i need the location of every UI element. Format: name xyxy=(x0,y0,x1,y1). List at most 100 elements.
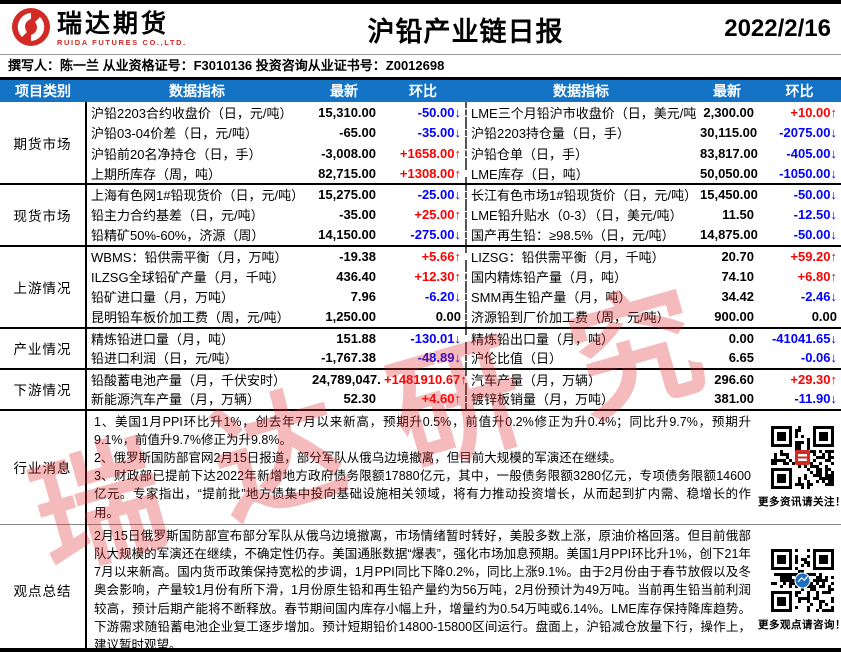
table-row: 昆明铅车板价加工费（周，元/吨） 1,250.00 0.00 济源铅到厂价加工费（周，… xyxy=(0,307,841,329)
summary-qr-caption: 更多观点请咨询！ xyxy=(758,618,841,631)
latest-value: -3,008.00 xyxy=(321,145,376,161)
category-cell: 现货市场 xyxy=(0,184,87,247)
change-value: +1658.00↑ xyxy=(399,145,461,161)
latest-value: 83,817.00 xyxy=(700,145,758,161)
category-cell: 下游情况 xyxy=(0,368,87,411)
ruida-logo-icon xyxy=(10,6,52,53)
table-row: 铅精矿50%-60%，济源（周） 14,150.00 -275.00↓ 国产再生铅：≥… xyxy=(0,225,841,247)
category-cell: 观点总结 xyxy=(0,524,87,652)
news-item: 1、美国1月PPI环比升1%，创去年7月以来新高，预期升0.5%，前值升0.2%… xyxy=(94,414,751,447)
change-value: +5.66↑ xyxy=(421,248,461,264)
change-value: +29.30↑ xyxy=(790,371,837,387)
indicator-label: 铅精矿50%-60%，济源（周） xyxy=(86,225,308,247)
latest-value: 15,450.00 xyxy=(700,187,758,203)
change-value: -12.50↓ xyxy=(793,207,837,223)
change-value: +4.60↑ xyxy=(380,389,466,411)
latest-value: 14,150.00 xyxy=(308,225,380,247)
industry-news-row: 行业消息 1、美国1月PPI环比升1%，创去年7月以来新高，预期升0.5%，前值… xyxy=(0,409,841,525)
latest-value: 381.00 xyxy=(696,389,758,411)
indicator-label: 济源铅到厂价加工费（周，元/吨） xyxy=(465,307,696,329)
indicator-label: LME三个月铅沪市收盘价（日，美元/吨） xyxy=(465,102,696,123)
indicator-label: SMM再生铅产量（月，吨） xyxy=(465,286,696,307)
latest-value: 6.65 xyxy=(696,348,758,370)
latest-value: -1,767.38 xyxy=(308,348,380,370)
latest-value: 14,875.00 xyxy=(696,225,758,247)
table-row: 沪铅03-04价差（日，元/吨） -65.00 -35.00↓ 沪铅2203持仓量（日… xyxy=(0,122,841,143)
indicator-label: 精炼铅进口量（月，吨） xyxy=(91,331,235,347)
viewpoint-summary-row: 观点总结 2月15日俄罗斯国防部宣布部分军队从俄乌边境撤离，市场情绪暂时转好，美… xyxy=(0,524,841,652)
latest-value: 1,250.00 xyxy=(308,307,380,329)
latest-value: 900.00 xyxy=(696,307,758,329)
logo-company-name: 瑞达期货 xyxy=(57,9,170,38)
change-value: -41041.65↓ xyxy=(771,330,837,346)
news-item: 3、财政部已提前下达2022年新增地方政府债务限额17880亿元，其中，一般债务… xyxy=(94,469,751,520)
col-header-change-2: 环比 xyxy=(758,80,841,102)
change-value: -11.90↓ xyxy=(758,389,841,411)
qr-code-news xyxy=(770,425,834,492)
change-value: -2075.00↓ xyxy=(779,125,837,141)
page-title: 沪铅产业链日报 xyxy=(367,16,564,47)
indicator-label: 国内精炼铅产量（月，吨） xyxy=(465,266,696,287)
latest-value: -19.38 xyxy=(339,248,376,264)
indicator-label: 铅酸蓄电池产量（月，千伏安时） xyxy=(91,372,287,388)
col-header-indicator-1: 数据指标 xyxy=(86,80,308,102)
indicator-label: LIZSG：铅供需平衡（月，千吨） xyxy=(465,245,696,266)
indicator-label: ILZSG全球铅矿产量（月，千吨） xyxy=(91,269,285,285)
indicator-label: LME库存（日，吨） xyxy=(465,163,696,185)
change-value: -35.00↓ xyxy=(417,125,461,141)
company-logo: 瑞达期货 RUIDA FUTURES CO.,LTD. xyxy=(10,6,245,53)
indicator-label: 汽车产量（月，万辆） xyxy=(465,368,696,389)
latest-value: 436.40 xyxy=(336,268,376,284)
indicator-label: 精炼铅出口量（月，吨） xyxy=(465,327,696,348)
change-value: +25.00↑ xyxy=(414,207,461,223)
indicator-label: 沪伦比值（日） xyxy=(465,348,696,370)
table-row: ILZSG全球铅矿产量（月，千吨） 436.40 +12.30↑ 国内精炼铅产量（月，… xyxy=(0,266,841,287)
latest-value: 296.60 xyxy=(714,371,754,387)
latest-value: 15,275.00 xyxy=(318,187,376,203)
latest-value: 0.00 xyxy=(728,330,754,346)
indicator-label: 铅矿进口量（月，万吨） xyxy=(91,290,235,306)
latest-value: 151.88 xyxy=(336,330,376,346)
indicator-label: 国产再生铅：≥98.5%（日，元/吨） xyxy=(465,225,696,247)
latest-value: 20.70 xyxy=(721,248,754,264)
indicator-label: 镀锌板销量（月，万吨） xyxy=(465,389,696,411)
indicator-label: 铅主力合约基差（日，元/吨） xyxy=(91,208,264,224)
indicator-label: 沪铅2203持仓量（日，手） xyxy=(465,122,696,143)
indicator-label: 沪铅前20名净持仓（日，手） xyxy=(91,146,262,162)
latest-value: 30,115.00 xyxy=(700,125,758,141)
table-row: 上期所库存（周，吨） 82,715.00 +1308.00↑ LME库存（日，吨） 50… xyxy=(0,163,841,185)
change-value: +12.30↑ xyxy=(414,268,461,284)
change-value: +10.00↑ xyxy=(790,104,837,120)
news-qr-area: 更多资讯请关注！ xyxy=(758,409,841,525)
indicator-label: 铅进口利润（日，元/吨） xyxy=(86,348,308,370)
report-date: 2022/2/16 xyxy=(724,15,831,42)
indicator-label: 昆明铅车板价加工费（周，元/吨） xyxy=(86,307,308,329)
logo-company-name-en: RUIDA FUTURES CO.,LTD. xyxy=(57,37,187,47)
latest-value: 50,050.00 xyxy=(696,163,758,185)
table-row: 新能源汽车产量（月，万辆） 52.30 +4.60↑ 镀锌板销量（月，万吨） 381.0… xyxy=(0,389,841,411)
indicator-label: 新能源汽车产量（月，万辆） xyxy=(86,389,308,411)
indicator-label: 沪铅仓单（日，手） xyxy=(465,143,696,164)
table-row: 上游情况 WBMS：铅供需平衡（月，万吨） -19.38 +5.66↑ LIZSG：铅供… xyxy=(0,245,841,329)
table-row: 期货市场 沪铅2203合约收盘价（日，元/吨） 15,310.00 -50.00↓ LM… xyxy=(0,102,841,185)
table-row: 铅主力合约基差（日，元/吨） -35.00 +25.00↑ LME铅升贴水（0-3）（… xyxy=(0,204,841,225)
change-value: -6.20↓ xyxy=(424,289,461,305)
table-header-row: 项目类别 数据指标 最新 环比 数据指标 最新 环比 xyxy=(0,80,841,102)
table-row: 铅矿进口量（月，万吨） 7.96 -6.20↓ SMM再生铅产量（月，吨） 34.42 -… xyxy=(0,286,841,307)
category-cell: 期货市场 xyxy=(0,102,87,185)
latest-value: 52.30 xyxy=(308,389,380,411)
change-value: -25.00↓ xyxy=(417,187,461,203)
change-value: -50.00↓ xyxy=(793,187,837,203)
latest-value: 15,310.00 xyxy=(318,104,376,120)
col-header-indicator-2: 数据指标 xyxy=(466,80,696,102)
indicator-label: 沪铅03-04价差（日，元/吨） xyxy=(91,126,258,142)
latest-value: 24,789,047.00 xyxy=(312,371,380,387)
table-row: 沪铅前20名净持仓（日，手） -3,008.00 +1658.00↑ 沪铅仓单（日，手… xyxy=(0,143,841,164)
col-header-latest-1: 最新 xyxy=(308,80,380,102)
latest-value: 11.50 xyxy=(722,207,754,223)
table-row: 产业情况 精炼铅进口量（月，吨） 151.88 -130.01↓ 精炼铅出口量（月，吨）… xyxy=(0,327,841,370)
latest-value: 82,715.00 xyxy=(308,163,380,185)
change-value: -2.46↓ xyxy=(800,289,837,305)
col-header-latest-2: 最新 xyxy=(696,80,758,102)
